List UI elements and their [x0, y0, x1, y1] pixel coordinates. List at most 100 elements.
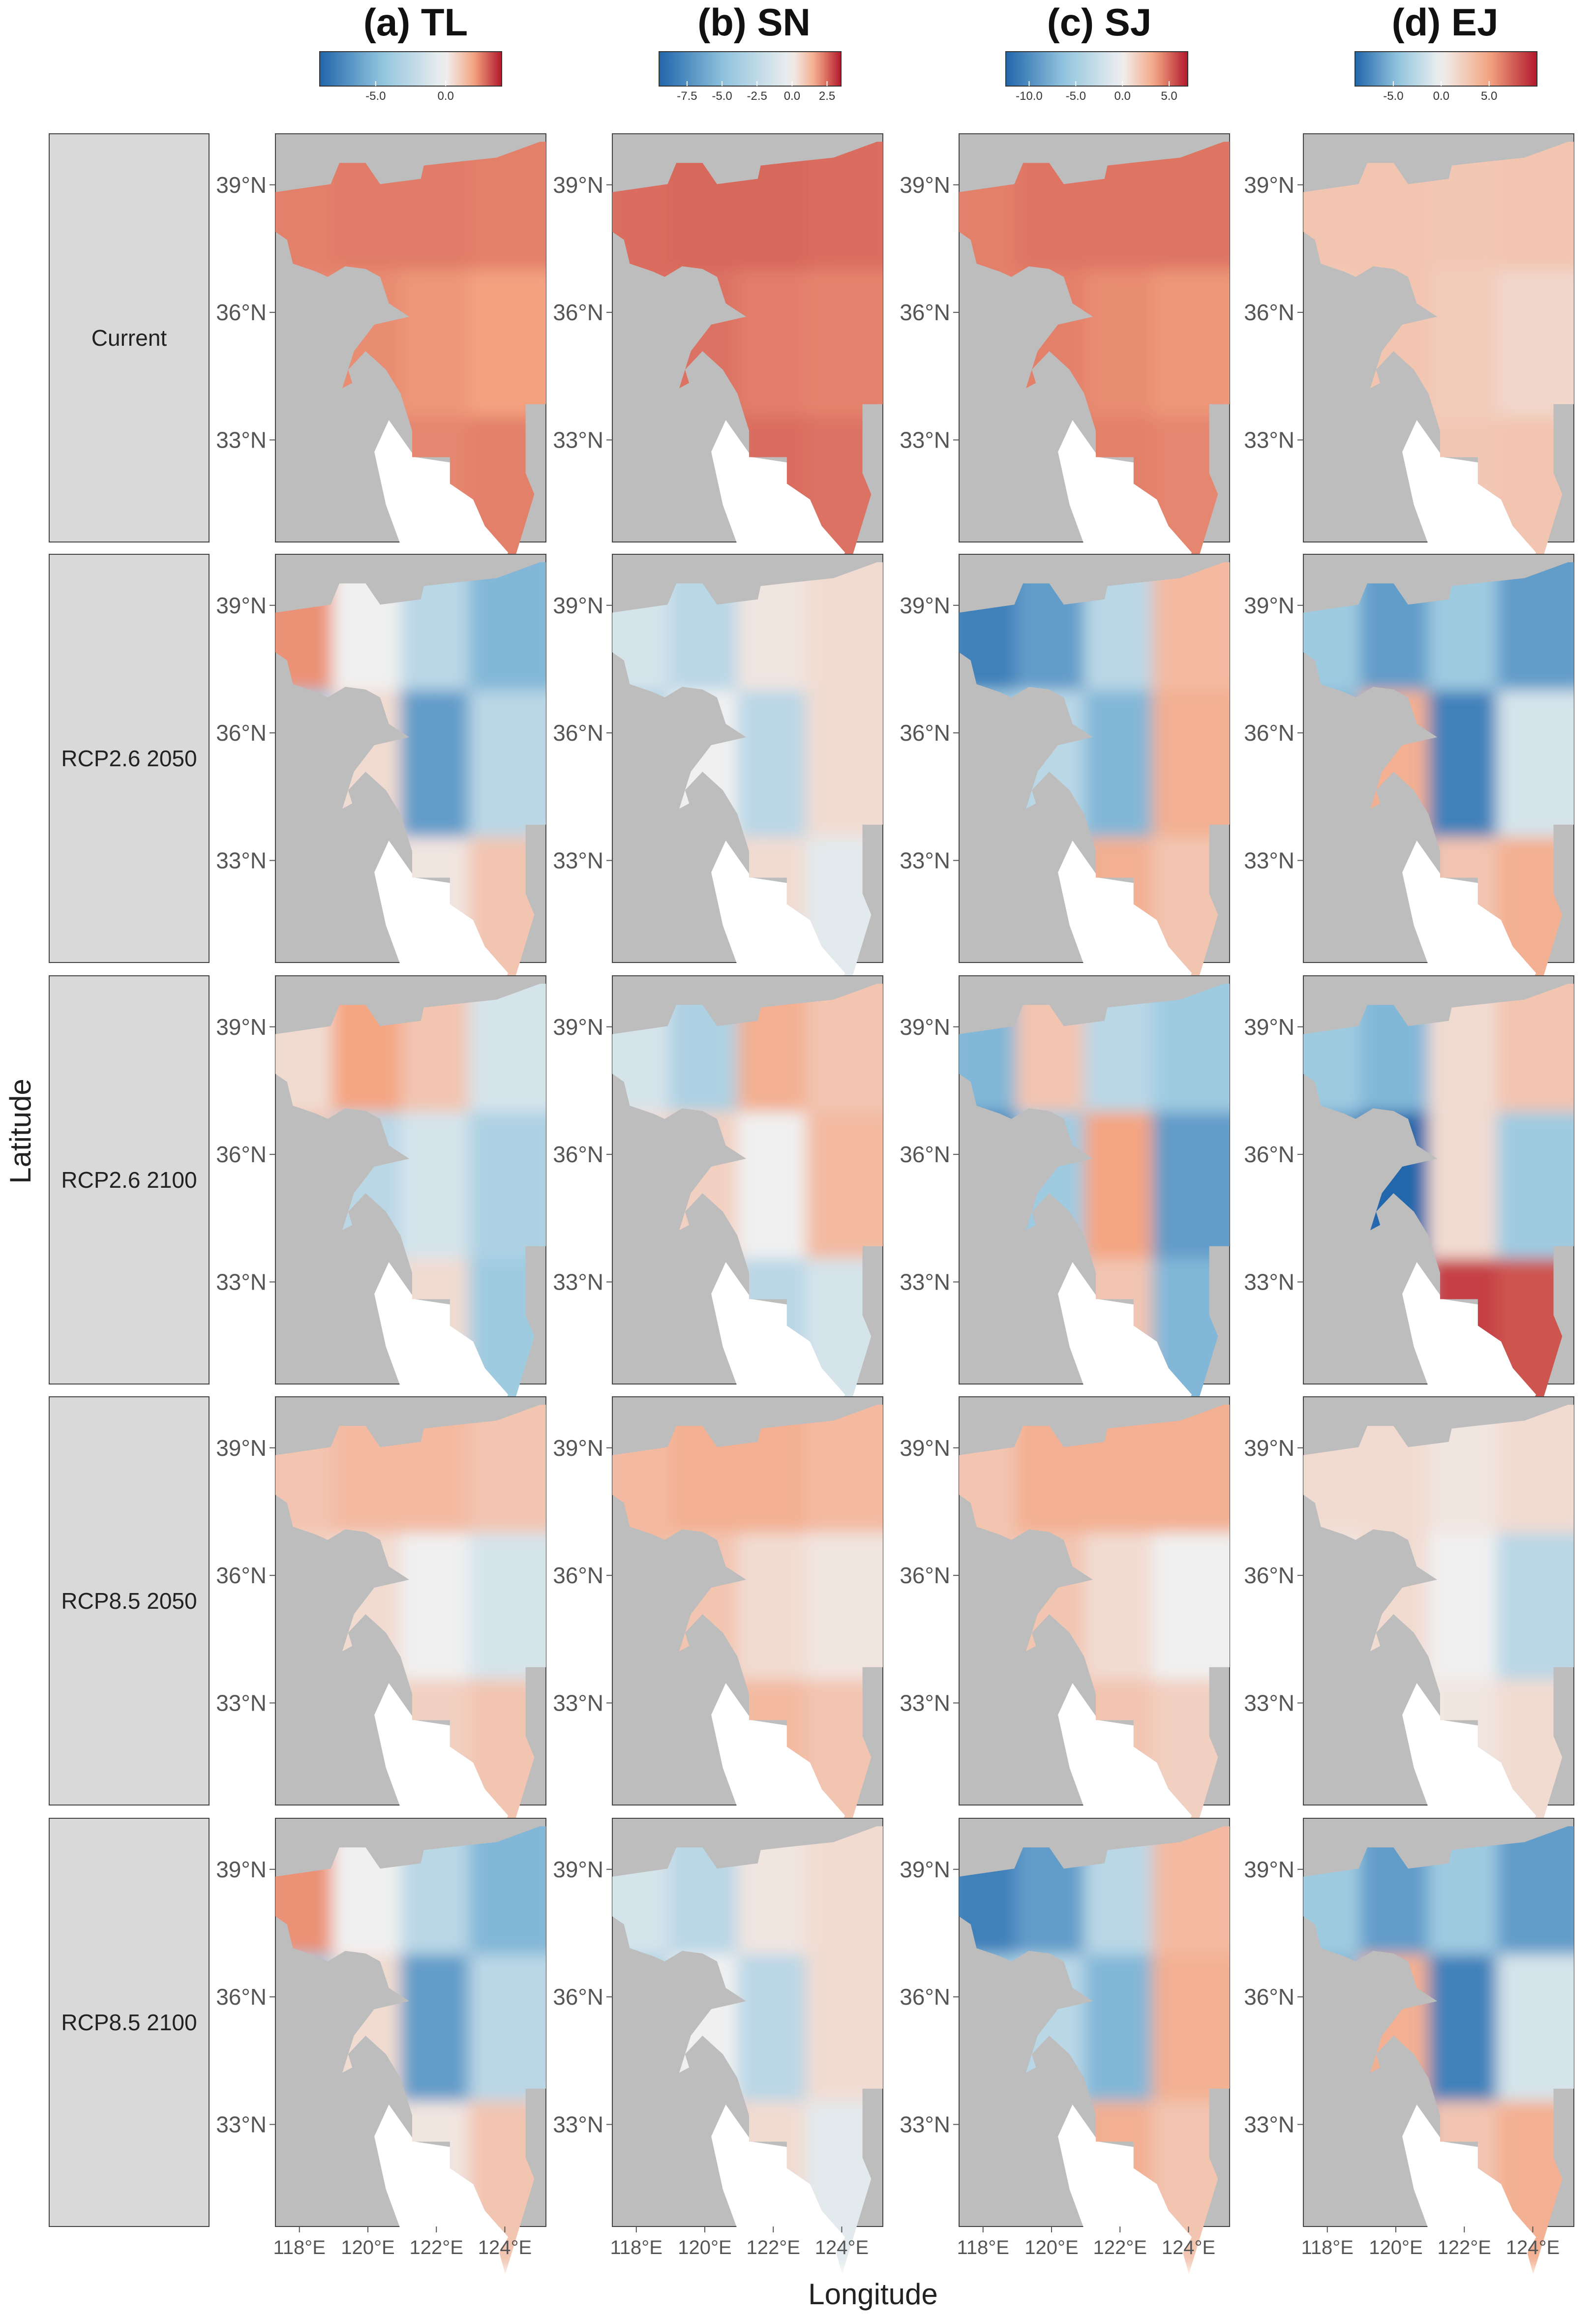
row-label: Current: [91, 325, 167, 351]
colorbar-tick-label: 5.0: [1161, 90, 1177, 103]
heatmap-cell: [469, 984, 546, 1133]
heatmap-cell: [1497, 1826, 1574, 1976]
colorbar-tick-label: -5.0: [712, 90, 732, 103]
lon-tick-label: 120°E: [1369, 2237, 1422, 2258]
lon-tick-label: 122°E: [747, 2237, 800, 2258]
heatmap-cell: [806, 690, 883, 859]
colorbar-tick-label: -10.0: [1016, 90, 1043, 103]
lat-tick-label: 33°N: [900, 1269, 950, 1295]
map-panel: 39°N 36°N 33°N: [900, 133, 1230, 585]
lat-tick-label: 39°N: [900, 1857, 950, 1882]
map-panel: 39°N 36°N 33°N: [900, 1396, 1230, 1848]
sea-water: [1058, 1262, 1192, 1411]
heatmap-cell: [469, 1826, 546, 1976]
sea-water: [1402, 2105, 1536, 2253]
lat-tick-label: 33°N: [1244, 427, 1295, 453]
lat-tick-label: 36°N: [553, 1142, 603, 1167]
heatmap-cell: [806, 1954, 883, 2123]
lat-tick-label: 39°N: [1244, 1857, 1295, 1882]
lat-tick-label: 33°N: [216, 1690, 267, 1716]
column-title-tl: (a) TL: [363, 0, 468, 44]
lat-tick-label: 36°N: [216, 1142, 267, 1167]
heatmap-cell: [469, 1533, 546, 1701]
heatmap-cell: [1497, 1533, 1574, 1701]
map-panel: 39°N 36°N 33°N: [1244, 133, 1574, 585]
lat-tick-label: 36°N: [553, 1563, 603, 1588]
lon-tick-label: 124°E: [815, 2237, 869, 2258]
lat-tick-label: 33°N: [900, 427, 950, 453]
lat-tick-label: 36°N: [900, 720, 950, 746]
colorbar-2: -10.0 -5.0 0.0 5.0: [1005, 51, 1188, 103]
lat-tick-label: 33°N: [900, 2112, 950, 2137]
lat-tick-label: 36°N: [900, 1142, 950, 1167]
lon-tick-label: 118°E: [273, 2237, 326, 2258]
heatmap-cell: [1152, 1533, 1230, 1701]
sea-water: [711, 1683, 845, 1832]
heatmap-cell: [1152, 1112, 1230, 1280]
heatmap-cell: [1497, 690, 1574, 859]
lat-tick-label: 33°N: [1244, 1690, 1295, 1716]
heatmap-cell: [806, 1533, 883, 1701]
lat-tick-label: 33°N: [553, 2112, 603, 2137]
sea-water: [374, 841, 509, 989]
lat-tick-label: 36°N: [553, 1984, 603, 2010]
longitude-ticks: 118°E 120°E 122°E 124°E 118°E 120°E 122°E 124°E…: [273, 2227, 1560, 2258]
x-axis-label: Longitude: [808, 2278, 938, 2311]
column-title-ej: (d) EJ: [1392, 0, 1499, 44]
heatmap-cell: [469, 690, 546, 859]
lat-tick-label: 33°N: [553, 1690, 603, 1716]
row-label: RCP8.5 2050: [61, 1588, 197, 1614]
heatmap-cell: [806, 1112, 883, 1280]
lat-tick-label: 36°N: [1244, 1142, 1295, 1167]
colorbar-gradient: [659, 51, 842, 87]
lon-tick-label: 124°E: [1506, 2237, 1560, 2258]
sea-water: [1402, 1262, 1536, 1411]
lat-tick-label: 39°N: [900, 172, 950, 198]
map-panel: 39°N 36°N 33°N: [553, 133, 883, 585]
heatmap-cell: [469, 142, 546, 291]
heatmap-cell: [1497, 984, 1574, 1133]
heatmap-cell: [469, 1954, 546, 2123]
colorbar-0: -5.0 0.0: [319, 51, 502, 103]
colorbar-3: -5.0 0.0 5.0: [1355, 51, 1537, 103]
map-panel: 39°N 36°N 33°N: [216, 975, 546, 1427]
lat-tick-label: 33°N: [216, 848, 267, 873]
lat-tick-label: 39°N: [900, 1014, 950, 1040]
heatmap-cell: [1152, 1826, 1230, 1976]
heatmap-cell: [806, 1826, 883, 1976]
lat-tick-label: 36°N: [553, 720, 603, 746]
lat-tick-label: 39°N: [900, 593, 950, 618]
heatmap-cell: [469, 1112, 546, 1280]
lat-tick-label: 33°N: [553, 1269, 603, 1295]
colorbar-gradient: [319, 51, 502, 87]
heatmap-cell: [806, 562, 883, 712]
lon-tick-label: 118°E: [1301, 2237, 1354, 2258]
lat-tick-label: 33°N: [553, 427, 603, 453]
heatmap-cell: [806, 142, 883, 291]
sea-water: [1058, 420, 1192, 569]
sea-water: [374, 420, 509, 569]
lat-tick-label: 39°N: [216, 1857, 267, 1882]
lat-tick-label: 33°N: [1244, 848, 1295, 873]
map-panel: 39°N 36°N 33°N: [900, 1818, 1230, 2269]
heatmap-cell: [1497, 142, 1574, 291]
lat-tick-label: 33°N: [1244, 1269, 1295, 1295]
lon-tick-label: 122°E: [410, 2237, 463, 2258]
lat-tick-label: 39°N: [1244, 1435, 1295, 1461]
sea-water: [1058, 2105, 1192, 2253]
heatmap-cell: [1152, 142, 1230, 291]
sea-water: [1058, 1683, 1192, 1832]
heatmap-cell: [1152, 690, 1230, 859]
lat-tick-label: 33°N: [553, 848, 603, 873]
lat-tick-label: 33°N: [1244, 2112, 1295, 2137]
lat-tick-label: 39°N: [553, 1014, 603, 1040]
heatmap-cell: [806, 1405, 883, 1554]
heatmap-cell: [806, 270, 883, 438]
map-panel: 39°N 36°N 33°N: [1244, 975, 1574, 1427]
lat-tick-label: 39°N: [216, 1014, 267, 1040]
map-panel: 39°N 36°N 33°N: [553, 975, 883, 1427]
lat-tick-label: 36°N: [216, 300, 267, 325]
lon-tick-label: 118°E: [957, 2237, 1009, 2258]
sea-water: [1402, 841, 1536, 989]
